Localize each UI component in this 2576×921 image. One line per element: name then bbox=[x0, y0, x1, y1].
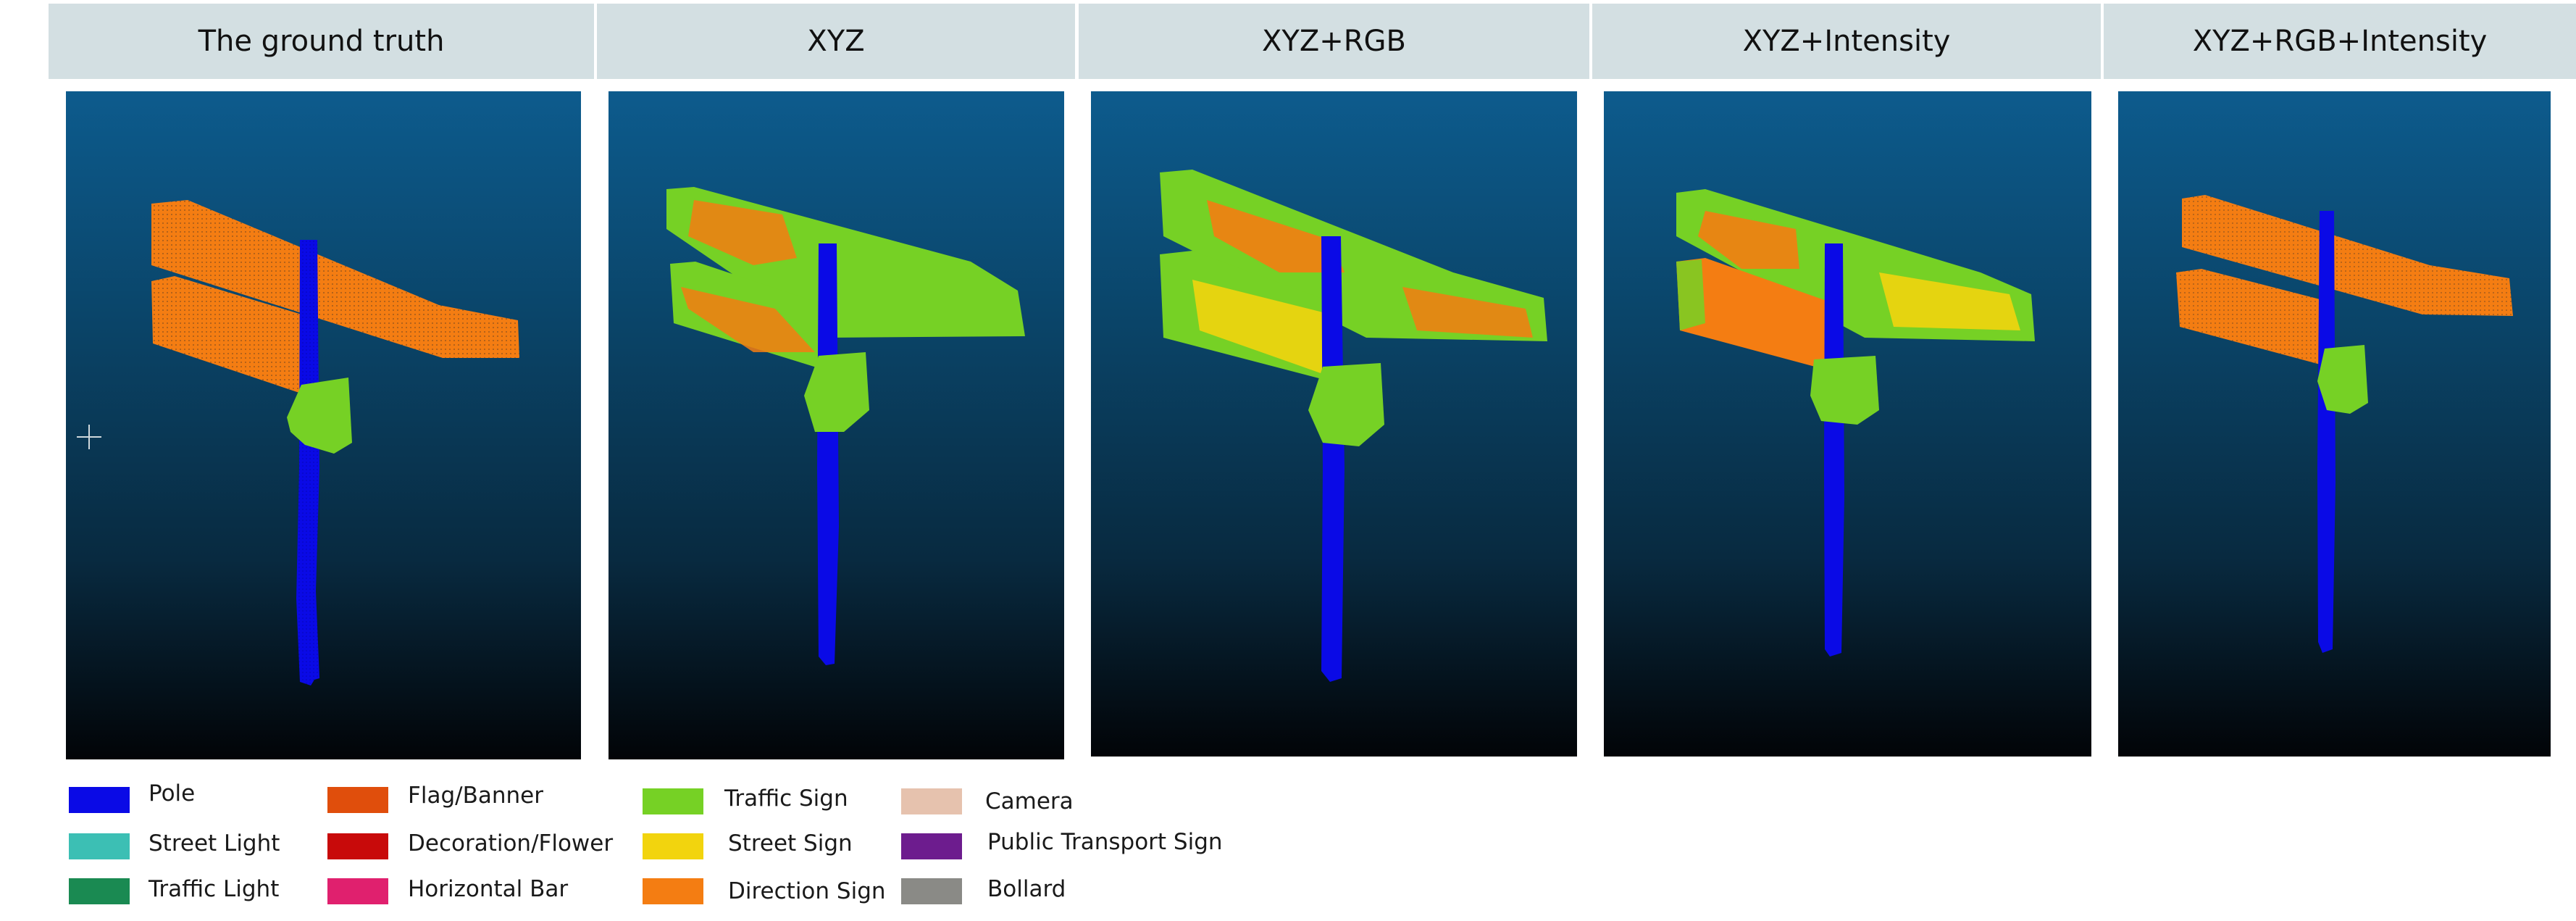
legend-swatch-street-sign bbox=[643, 833, 703, 859]
legend-label-pole: Pole bbox=[149, 780, 196, 807]
legend-label-public-transport-sign: Public Transport Sign bbox=[987, 829, 1223, 855]
point-cloud-xyz-rgb bbox=[1160, 170, 1547, 682]
pole-shape bbox=[1824, 243, 1844, 657]
pole-shape bbox=[817, 243, 839, 665]
upper-sign-shape bbox=[151, 200, 519, 358]
mount-shape bbox=[1810, 356, 1879, 425]
panel-xyz-intensity bbox=[1604, 91, 2091, 757]
header-xyz: XYZ bbox=[597, 4, 1075, 79]
upper-sign-orange-patch bbox=[688, 200, 797, 265]
panel-ground-truth bbox=[66, 91, 581, 759]
lower-sign-shape bbox=[2176, 269, 2328, 367]
mount-shape bbox=[1308, 363, 1384, 446]
legend-label-street-light: Street Light bbox=[149, 830, 280, 857]
header-xyz-rgb-intensity: XYZ+RGB+Intensity bbox=[2104, 4, 2576, 79]
mount-shape bbox=[287, 378, 352, 454]
header-ground-truth: The ground truth bbox=[49, 4, 594, 79]
upper-sign-orange-tail bbox=[1402, 287, 1533, 338]
legend-swatch-traffic-light bbox=[69, 878, 130, 904]
legend-swatch-direction-sign bbox=[643, 878, 703, 904]
lower-sign-shape bbox=[151, 276, 306, 394]
header-xyz-rgb: XYZ+RGB bbox=[1079, 4, 1589, 79]
point-cloud-xyz bbox=[666, 187, 1025, 665]
legend-swatch-bollard bbox=[901, 878, 962, 904]
legend-label-direction-sign: Direction Sign bbox=[728, 878, 886, 904]
header-xyz-intensity: XYZ+Intensity bbox=[1592, 4, 2101, 79]
legend-label-bollard: Bollard bbox=[987, 876, 1066, 902]
legend-label-camera: Camera bbox=[985, 788, 1074, 814]
mount-shape bbox=[804, 352, 869, 432]
legend-label-traffic-light: Traffic Light bbox=[149, 876, 280, 902]
legend-label-traffic-sign: Traffic Sign bbox=[724, 785, 848, 812]
legend-label-street-sign: Street Sign bbox=[728, 830, 853, 857]
point-cloud-xyz-rgb-intensity bbox=[2176, 195, 2513, 653]
upper-sign-orange-patch bbox=[1698, 211, 1799, 269]
panel-xyz bbox=[609, 91, 1064, 759]
legend-label-flag-banner: Flag/Banner bbox=[408, 783, 543, 809]
legend-swatch-street-light bbox=[69, 833, 130, 859]
legend-label-horizontal-bar: Horizontal Bar bbox=[408, 876, 569, 902]
legend-swatch-pole bbox=[69, 787, 130, 813]
legend-swatch-public-transport-sign bbox=[901, 833, 962, 859]
upper-sign-yellow-patch bbox=[1879, 272, 2020, 330]
crosshair-icon bbox=[77, 425, 101, 449]
upper-sign-orange-patch bbox=[1207, 200, 1345, 272]
point-cloud-xyz-intensity bbox=[1676, 189, 2035, 657]
legend-label-decoration-flower: Decoration/Flower bbox=[408, 830, 614, 857]
legend-swatch-decoration-flower bbox=[327, 833, 388, 859]
legend-swatch-camera bbox=[901, 788, 962, 814]
legend-swatch-traffic-sign bbox=[643, 788, 703, 814]
pole-shape bbox=[296, 240, 319, 685]
pole-shape bbox=[2317, 211, 2335, 653]
upper-sign-shape bbox=[2182, 195, 2513, 316]
panel-xyz-rgb-intensity bbox=[2118, 91, 2551, 757]
mount-shape bbox=[2317, 345, 2368, 414]
lower-sign-orange-patch bbox=[681, 287, 815, 352]
lower-sign-green-patch bbox=[1676, 259, 1705, 330]
lower-sign-shape bbox=[1676, 258, 1828, 370]
point-cloud-ground-truth bbox=[151, 200, 519, 685]
legend-swatch-horizontal-bar bbox=[327, 878, 388, 904]
pole-shape bbox=[1321, 236, 1345, 682]
legend-swatch-flag-banner bbox=[327, 787, 388, 813]
panel-xyz-rgb bbox=[1091, 91, 1577, 757]
lower-sign-yellow-patch bbox=[1192, 280, 1323, 374]
